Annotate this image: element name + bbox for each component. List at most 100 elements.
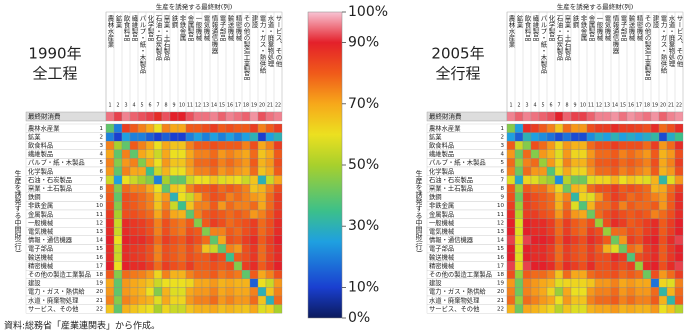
heatmap-cell bbox=[153, 149, 163, 159]
heatmap-cell bbox=[161, 295, 171, 305]
column-label: 一般機械 bbox=[595, 15, 603, 42]
row-label: 情報・通信機器 bbox=[28, 235, 73, 244]
row-number: 17 bbox=[96, 263, 103, 269]
heatmap-cell bbox=[602, 287, 612, 297]
heatmap-cell bbox=[257, 261, 267, 271]
heatmap-cell bbox=[217, 244, 227, 254]
heatmap-cell bbox=[562, 209, 572, 219]
heatmap-cell bbox=[249, 270, 259, 279]
heatmap-cell bbox=[570, 261, 580, 271]
heatmap-cell bbox=[201, 287, 211, 297]
heatmap-cell bbox=[514, 244, 524, 254]
row-number: 20 bbox=[96, 289, 103, 295]
heatmap-cell bbox=[137, 184, 147, 193]
column-number: 18 bbox=[644, 103, 650, 109]
heatmap-cell bbox=[658, 287, 668, 297]
heatmap-cell bbox=[522, 166, 532, 176]
heatmap-cell bbox=[169, 132, 179, 142]
heatmap-cell bbox=[169, 123, 179, 133]
row-number: 16 bbox=[96, 255, 103, 261]
heatmap-cell bbox=[137, 304, 147, 314]
heatmap-cell bbox=[634, 227, 644, 236]
heatmap-cell bbox=[217, 201, 227, 211]
header-cell bbox=[193, 111, 203, 122]
heatmap-cell bbox=[610, 304, 620, 314]
heatmap-cell bbox=[169, 192, 179, 202]
heatmap-cell bbox=[201, 132, 211, 142]
heatmap-cell bbox=[129, 141, 139, 150]
heatmap-cell bbox=[650, 209, 660, 219]
heatmap-cell bbox=[177, 175, 187, 185]
column-number: 14 bbox=[612, 103, 618, 109]
heatmap-cell bbox=[265, 287, 275, 297]
row-number: 7 bbox=[501, 177, 505, 183]
heatmap-cell bbox=[177, 252, 187, 262]
heatmap-cell bbox=[626, 184, 636, 193]
heatmap-cell bbox=[578, 227, 588, 236]
heatmap-cell bbox=[506, 201, 516, 211]
heatmap-cell bbox=[177, 287, 187, 297]
row-label: 電力・ガス・熱供給 bbox=[28, 287, 85, 296]
column-label: 電力・ガス・熱供給 bbox=[258, 15, 266, 75]
heatmap-cell bbox=[514, 132, 524, 142]
heatmap-cell bbox=[666, 132, 676, 142]
heatmap-cell bbox=[193, 252, 203, 262]
heatmap-cell bbox=[129, 252, 139, 262]
heatmap-cell bbox=[257, 209, 267, 219]
colorbar-tick-label: 90% bbox=[348, 35, 379, 51]
heatmap-cell bbox=[642, 141, 652, 150]
heatmap-cell bbox=[570, 149, 580, 159]
heatmap-cell bbox=[225, 252, 235, 262]
heatmap-cell bbox=[257, 175, 267, 185]
column-label: サービス、その他 bbox=[274, 15, 282, 69]
column-number: 7 bbox=[156, 103, 159, 109]
heatmap-cell bbox=[105, 287, 115, 297]
heatmap-cell bbox=[129, 175, 139, 185]
heatmap-cell bbox=[105, 235, 115, 245]
heatmap-cell bbox=[658, 132, 668, 142]
heatmap-cell bbox=[674, 209, 684, 219]
row-number: 5 bbox=[100, 160, 104, 166]
heatmap-cell bbox=[578, 295, 588, 305]
heatmap-cell bbox=[169, 295, 179, 305]
heatmap-cell bbox=[113, 261, 123, 271]
heatmap-cell bbox=[273, 141, 283, 150]
heatmap-cell bbox=[570, 209, 580, 219]
heatmap-cell bbox=[249, 158, 259, 168]
heatmap-cell bbox=[177, 166, 187, 176]
heatmap-cell bbox=[121, 304, 131, 314]
heatmap-cell bbox=[594, 227, 604, 236]
heatmap-cell bbox=[594, 235, 604, 245]
heatmap-cell bbox=[650, 295, 660, 305]
heatmap-cell bbox=[506, 132, 516, 142]
heatmap-cell bbox=[193, 141, 203, 150]
heatmap-cell bbox=[522, 149, 532, 159]
heatmap-cell bbox=[634, 295, 644, 305]
heatmap-cell bbox=[594, 166, 604, 176]
heatmap-cell bbox=[530, 218, 540, 228]
heatmap-cell bbox=[113, 141, 123, 150]
heatmap-cell bbox=[233, 304, 243, 314]
heatmap-cell bbox=[273, 166, 283, 176]
column-number: 20 bbox=[259, 103, 265, 109]
heatmap-cell bbox=[249, 166, 259, 176]
heatmap-cell bbox=[570, 175, 580, 185]
heatmap-cell bbox=[113, 209, 123, 219]
row-label: 農林水産業 bbox=[429, 123, 461, 132]
column-number: 20 bbox=[660, 103, 666, 109]
heatmap-cell bbox=[265, 209, 275, 219]
heatmap-cell bbox=[522, 270, 532, 279]
heatmap-cell bbox=[570, 166, 580, 176]
heatmap-cell bbox=[626, 141, 636, 150]
heatmap-cell bbox=[273, 287, 283, 297]
heatmap-cell bbox=[217, 287, 227, 297]
heatmap-cell bbox=[634, 175, 644, 185]
heatmap-cell bbox=[658, 261, 668, 271]
heatmap-cell bbox=[161, 261, 171, 271]
heatmap-cell bbox=[201, 278, 211, 288]
heatmap-cell bbox=[185, 141, 195, 150]
heatmap-cell bbox=[169, 287, 179, 297]
heatmap-cell bbox=[530, 209, 540, 219]
heatmap-cell bbox=[217, 227, 227, 236]
column-number: 9 bbox=[172, 103, 175, 109]
